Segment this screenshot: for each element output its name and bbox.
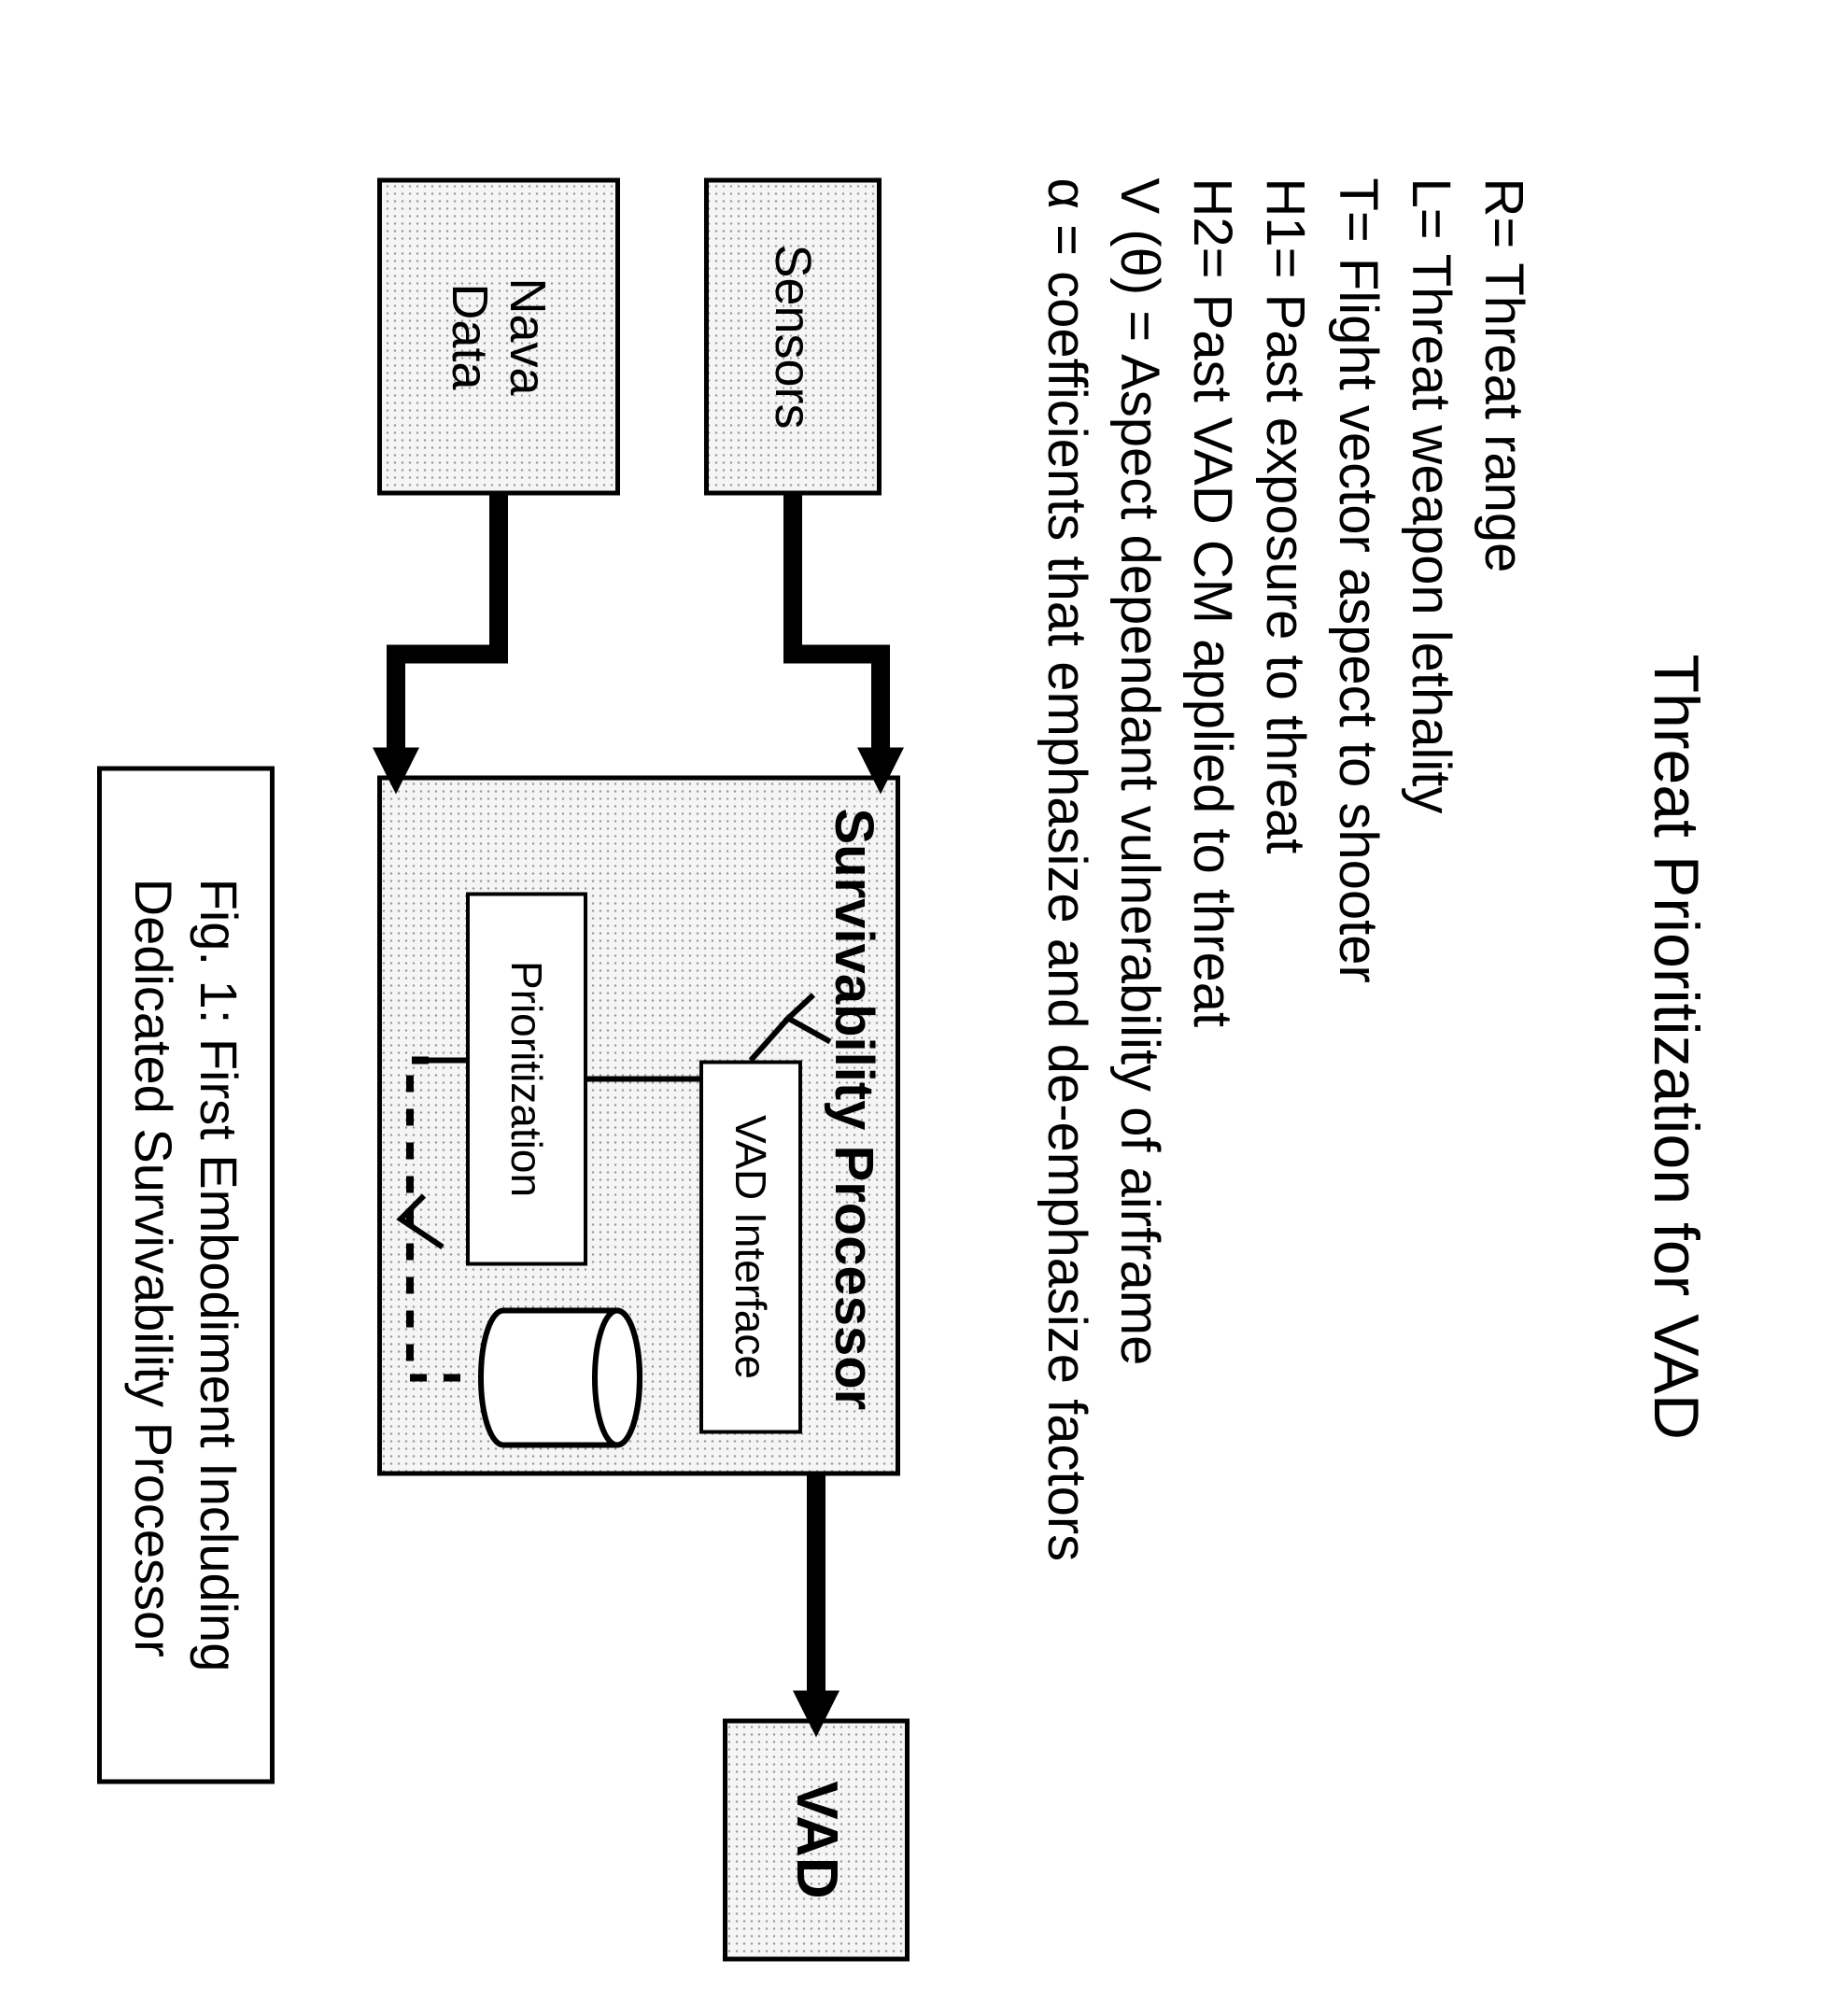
figure-canvas: Threat Prioritization for VAD R= Threat … <box>0 0 1834 2016</box>
edge-processor-to-vad <box>0 0 1834 2016</box>
